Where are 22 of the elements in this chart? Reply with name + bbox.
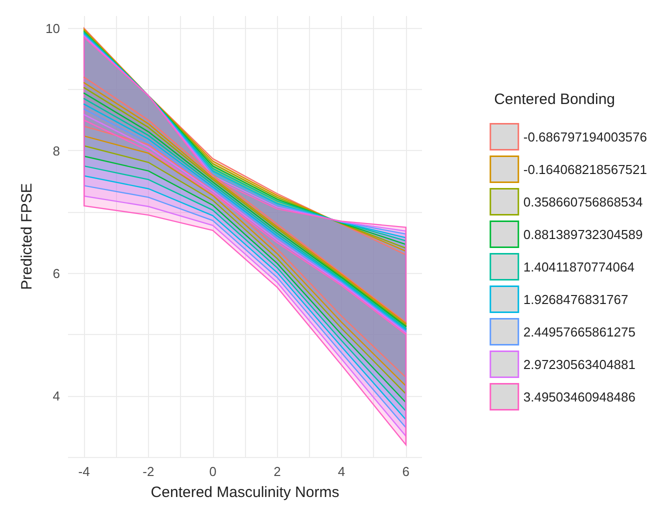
legend-title: Centered Bonding [494, 91, 616, 108]
legend-label: -0.164068218567521 [523, 162, 648, 177]
legend-label: 1.40411870774064 [523, 259, 634, 274]
x-tick-label: 6 [402, 464, 410, 479]
y-tick-label: 4 [52, 388, 60, 404]
x-tick-label: 2 [274, 464, 281, 479]
x-axis-title: Centered Masculinity Norms [150, 484, 340, 501]
x-tick-label: 4 [338, 464, 346, 479]
legend-label: 2.44957665861275 [523, 324, 636, 340]
legend-label: 0.358660756868534 [523, 194, 643, 210]
x-tick-label: -2 [142, 464, 154, 479]
y-axis-title: Predicted FPSE [18, 183, 36, 290]
y-tick-label: 6 [52, 266, 60, 281]
y-tick-label: 8 [52, 143, 60, 158]
y-tick-label: 10 [46, 20, 60, 36]
x-tick-label: 0 [209, 464, 216, 479]
legend-label: 2.97230563404881 [523, 356, 636, 372]
legend-label: 0.881389732304589 [523, 226, 643, 242]
x-tick-label: -4 [78, 464, 90, 479]
legend-label: 1.9268476831767 [523, 292, 628, 307]
legend-label: -0.686797194003576 [523, 129, 648, 144]
legend-label: 3.49503460948486 [523, 389, 636, 404]
